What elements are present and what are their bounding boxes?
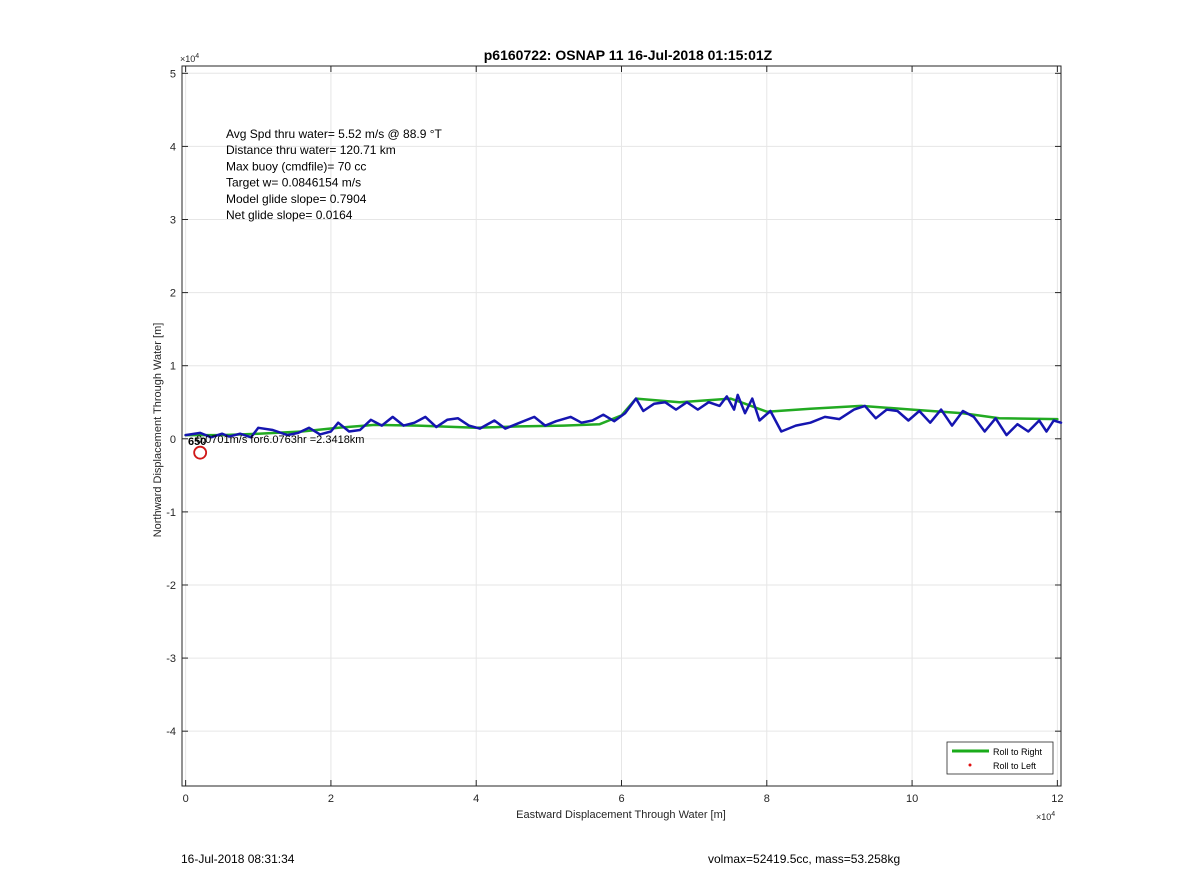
y-tick-label: 4 [170,141,176,153]
footer-timestamp: 16-Jul-2018 08:31:34 [181,852,295,866]
grid [182,66,1061,786]
x-tick-label: 8 [764,793,770,805]
current-label-overlap: 650 [188,436,206,448]
stats-annotation-line: Max buoy (cmdfile)= 70 cc [226,159,366,173]
legend-label-roll-left: Roll to Left [993,761,1037,771]
y-tick-label: -1 [166,507,176,519]
legend-label-roll-right: Roll to Right [993,747,1043,757]
y-tick-label: 5 [170,68,176,80]
current-label: 0.0701m/s for6.0763hr =2.3418km [196,434,364,446]
y-tick-label: -2 [166,580,176,592]
stats-annotation-line: Net glide slope= 0.0164 [226,208,353,222]
stats-annotations: Avg Spd thru water= 5.52 m/s @ 88.9 °T Di… [226,127,443,222]
x-tick-label: 12 [1051,793,1063,805]
y-tick-label: 2 [170,288,176,300]
y-axis-label: Northward Displacement Through Water [m] [152,323,164,538]
y-exponent-label: ×104 [180,53,199,64]
y-tick-label: -3 [166,653,176,665]
y-tick-label: 0 [170,434,176,446]
x-tick-label: 2 [328,793,334,805]
x-axis-label: Eastward Displacement Through Water [m] [516,809,726,821]
footer-summary: volmax=52419.5cc, mass=53.258kg [708,852,901,866]
legend: Roll to Right Roll to Left [946,741,1054,775]
stats-annotation-line: Distance thru water= 120.71 km [226,143,396,157]
y-tick-label: -4 [166,726,176,738]
x-tick-label: 10 [906,793,918,805]
x-tick-label: 6 [618,793,624,805]
y-tick-label: 3 [170,215,176,227]
x-exponent-label: ×104 [1036,811,1055,822]
series-layer [184,393,1063,460]
legend-dot-roll-left [968,763,972,767]
current-marker-circle [193,445,208,460]
series-line-trajectory [184,393,1063,439]
stats-annotation-line: Avg Spd thru water= 5.52 m/s @ 88.9 °T [226,127,443,141]
y-tick-label: 1 [170,361,176,373]
chart-title: p6160722: OSNAP 11 16-Jul-2018 01:15:01Z [484,47,773,63]
x-tick-label: 4 [473,793,479,805]
x-tick-label: 0 [183,793,189,805]
stats-annotation-line: Target w= 0.0846154 m/s [226,176,361,190]
stats-annotation-line: Model glide slope= 0.7904 [226,192,367,206]
legend-box [946,741,1054,775]
